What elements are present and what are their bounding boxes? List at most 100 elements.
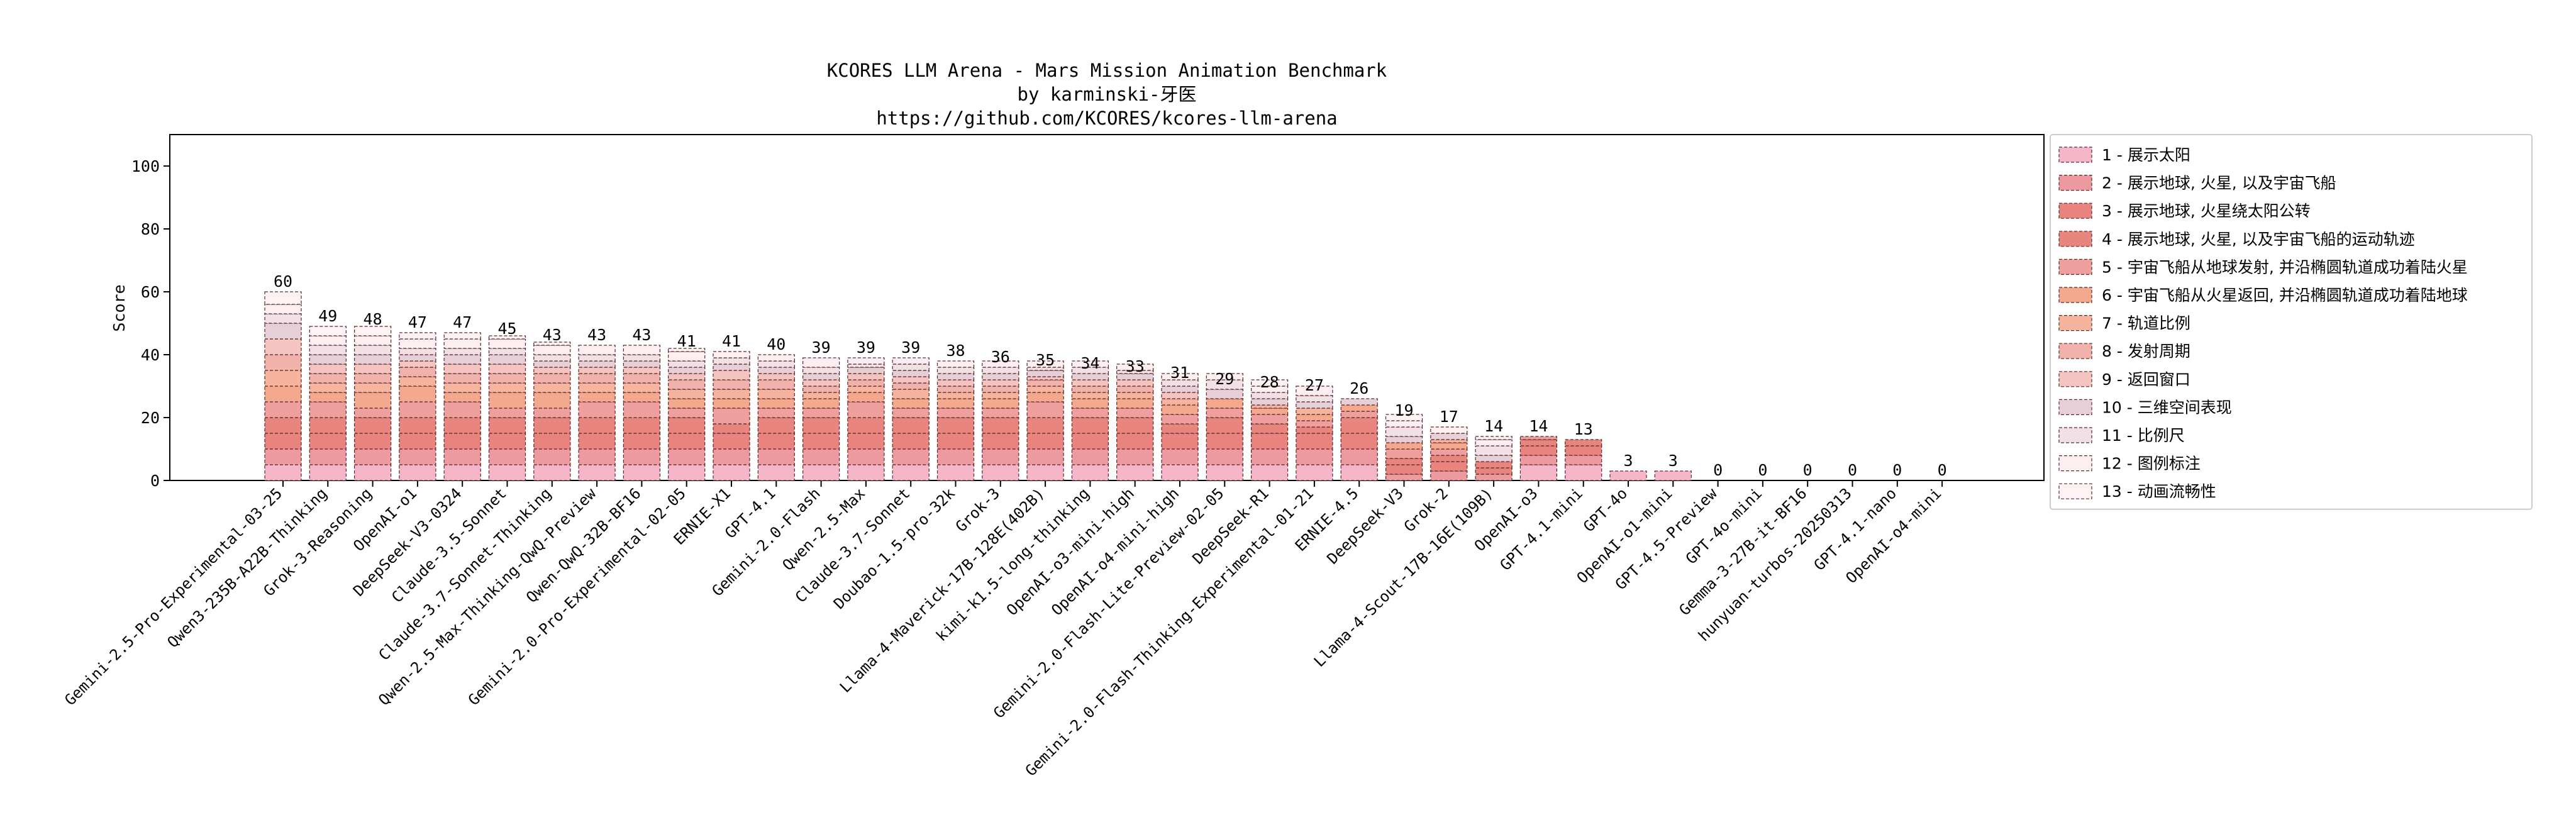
bar-segment	[1519, 439, 1557, 447]
bar-segment	[1565, 439, 1602, 447]
bar-segment	[847, 448, 885, 465]
bar-total-label: 47	[453, 313, 472, 331]
legend-swatch	[2058, 147, 2092, 163]
bar-segment	[1161, 433, 1199, 450]
bar-stack	[1609, 470, 1647, 481]
y-tick-label: 100	[131, 157, 160, 175]
bar-stack	[1519, 436, 1557, 481]
bar-segment	[264, 401, 302, 418]
x-tick-label: GPT-4o-mini	[1682, 484, 1765, 567]
bar-segment	[668, 389, 706, 399]
legend-label: 8 - 发射周期	[2102, 342, 2190, 360]
bar-segment	[264, 464, 302, 481]
bar-stack	[847, 357, 885, 481]
bar-segment	[1475, 461, 1513, 469]
bar-stack	[623, 345, 661, 481]
bar-segment	[309, 392, 347, 402]
bar-segment	[533, 464, 571, 481]
legend-label: 6 - 宇宙飞船从火星返回, 并沿椭圆轨道成功着陆地球	[2102, 286, 2468, 304]
bar-segment	[578, 401, 616, 418]
bar-segment	[488, 448, 526, 465]
x-tick-label: GPT-4.1-nano	[1811, 484, 1900, 574]
bar-segment	[1026, 433, 1064, 450]
bar-segment	[353, 335, 392, 346]
chart-url: https://github.com/KCORES/kcores-llm-are…	[876, 108, 1337, 129]
bar-segment	[399, 433, 436, 450]
bar-segment	[578, 448, 616, 465]
bar-segment	[847, 373, 885, 380]
bar-segment	[1385, 458, 1423, 465]
bar-segment	[1385, 420, 1423, 428]
bar-segment	[1026, 385, 1064, 393]
bar-segment	[1071, 379, 1109, 387]
bar-segment	[1116, 385, 1154, 393]
bar-segment	[264, 304, 302, 314]
bar-stack	[1475, 436, 1513, 481]
bar-segment	[623, 373, 661, 384]
legend-swatch	[2058, 287, 2092, 303]
bar-segment	[1340, 404, 1378, 412]
plot-area: 0 20 40 60 80 100 60 Gemini-2.5-Pro-Experimenta…	[61, 134, 2045, 780]
bar-segment	[847, 464, 885, 481]
legend-label: 1 - 展示太阳	[2102, 146, 2190, 164]
bar-segment	[578, 464, 616, 481]
bar-segment	[847, 401, 885, 418]
bar-segment	[713, 351, 750, 358]
bar-segment	[668, 348, 706, 352]
bar-segment	[668, 367, 706, 374]
legend-item: 2 - 展示地球, 火星, 以及宇宙飞船	[2058, 174, 2336, 192]
x-tick-label: Llama-4-Maverick-17B-128E(402B)	[836, 484, 1048, 696]
bar-segment	[1430, 461, 1468, 472]
bar-total-label: 29	[1215, 370, 1234, 388]
bar-segment	[892, 417, 930, 434]
bar-total-label: 36	[991, 348, 1010, 366]
bar-segment	[1116, 464, 1154, 481]
bar-segment	[757, 433, 795, 450]
bar-segment	[264, 385, 302, 402]
bar-segment	[1296, 464, 1333, 481]
bar-segment	[1116, 433, 1154, 450]
bar-stack	[309, 326, 347, 481]
bar-segment	[264, 417, 302, 434]
bar-segment	[1340, 398, 1378, 406]
bar-total-label: 39	[901, 338, 920, 357]
legend-box	[2050, 134, 2533, 510]
bar-stack	[443, 332, 481, 481]
bar-segment	[1340, 417, 1378, 434]
bar-segment	[309, 401, 347, 418]
bar-segment	[892, 464, 930, 481]
bar-stack	[668, 348, 706, 481]
bar-segment	[1161, 464, 1199, 481]
bar-segment	[1026, 370, 1064, 377]
bar-segment	[713, 423, 750, 434]
bar-segment	[1430, 439, 1468, 443]
bar-segment	[309, 345, 347, 355]
bar-segment	[1430, 470, 1468, 481]
bar-segment	[443, 417, 481, 434]
bar-total-label: 60	[274, 272, 292, 291]
bar-total-label: 39	[857, 338, 875, 357]
bar-total-label: 0	[1938, 461, 1947, 479]
bar-segment	[713, 408, 750, 424]
bar-segment	[1565, 445, 1602, 456]
legend-item: 10 - 三维空间表现	[2058, 398, 2232, 416]
bar-segment	[443, 348, 481, 355]
bar-segment	[982, 367, 1019, 374]
bar-stack	[578, 345, 616, 481]
bar-segment	[892, 357, 930, 365]
bar-segment	[443, 401, 481, 418]
bar-segment	[488, 348, 526, 355]
bar-segment	[802, 392, 840, 399]
bar-segment	[1116, 363, 1154, 371]
bar-segment	[1116, 417, 1154, 434]
bar-segment	[1206, 373, 1243, 380]
bar-segment	[1519, 455, 1557, 465]
bar-segment	[1250, 404, 1289, 409]
bar-segment	[309, 382, 347, 393]
bar-segment	[264, 354, 302, 371]
bar-total-label: 39	[812, 338, 831, 357]
bar-segment	[1250, 433, 1289, 450]
bar-segment	[533, 433, 571, 450]
bar-segment	[936, 367, 975, 374]
bar-segment	[1385, 426, 1423, 437]
